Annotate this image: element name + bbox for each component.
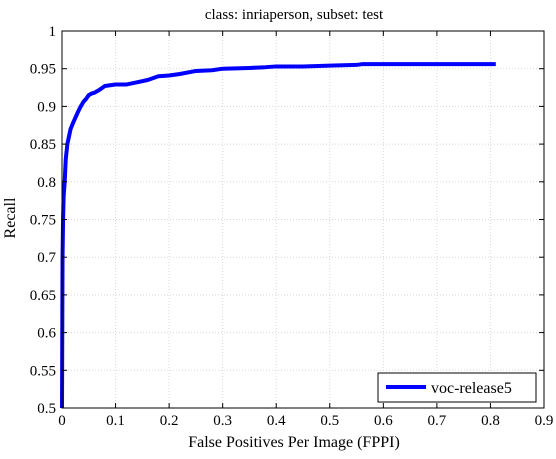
y-tick-label: 0.8 [37, 175, 56, 191]
chart-title: class: inriaperson, subset: test [205, 7, 384, 23]
x-tick-label: 0.5 [320, 413, 339, 429]
x-tick-label: 0.3 [213, 413, 232, 429]
y-tick-label: 0.5 [37, 401, 56, 417]
y-tick-label: 0.55 [30, 363, 56, 379]
x-tick-label: 0.4 [267, 413, 286, 429]
y-axis-label: Recall [2, 197, 19, 238]
x-tick-label: 0.7 [428, 413, 447, 429]
x-tick-label: 0 [58, 413, 66, 429]
x-tick-label: 0.8 [481, 413, 500, 429]
y-tick-label: 0.6 [37, 326, 56, 342]
y-tick-label: 0.95 [30, 62, 56, 78]
x-tick-label: 0.9 [535, 413, 554, 429]
legend: voc-release5 [378, 373, 536, 402]
y-tick-label: 1 [49, 24, 57, 40]
x-axis-label: False Positives Per Image (FPPI) [188, 434, 400, 451]
x-tick-label: 0.2 [160, 413, 179, 429]
x-tick-label: 0.1 [106, 413, 125, 429]
x-tick-label: 0.6 [374, 413, 393, 429]
y-tick-label: 0.7 [37, 250, 56, 266]
y-tick-label: 0.65 [30, 288, 56, 304]
y-tick-label: 0.75 [30, 213, 56, 229]
y-tick-label: 0.9 [37, 99, 56, 115]
legend-label: voc-release5 [431, 380, 512, 397]
y-tick-label: 0.85 [30, 137, 56, 153]
